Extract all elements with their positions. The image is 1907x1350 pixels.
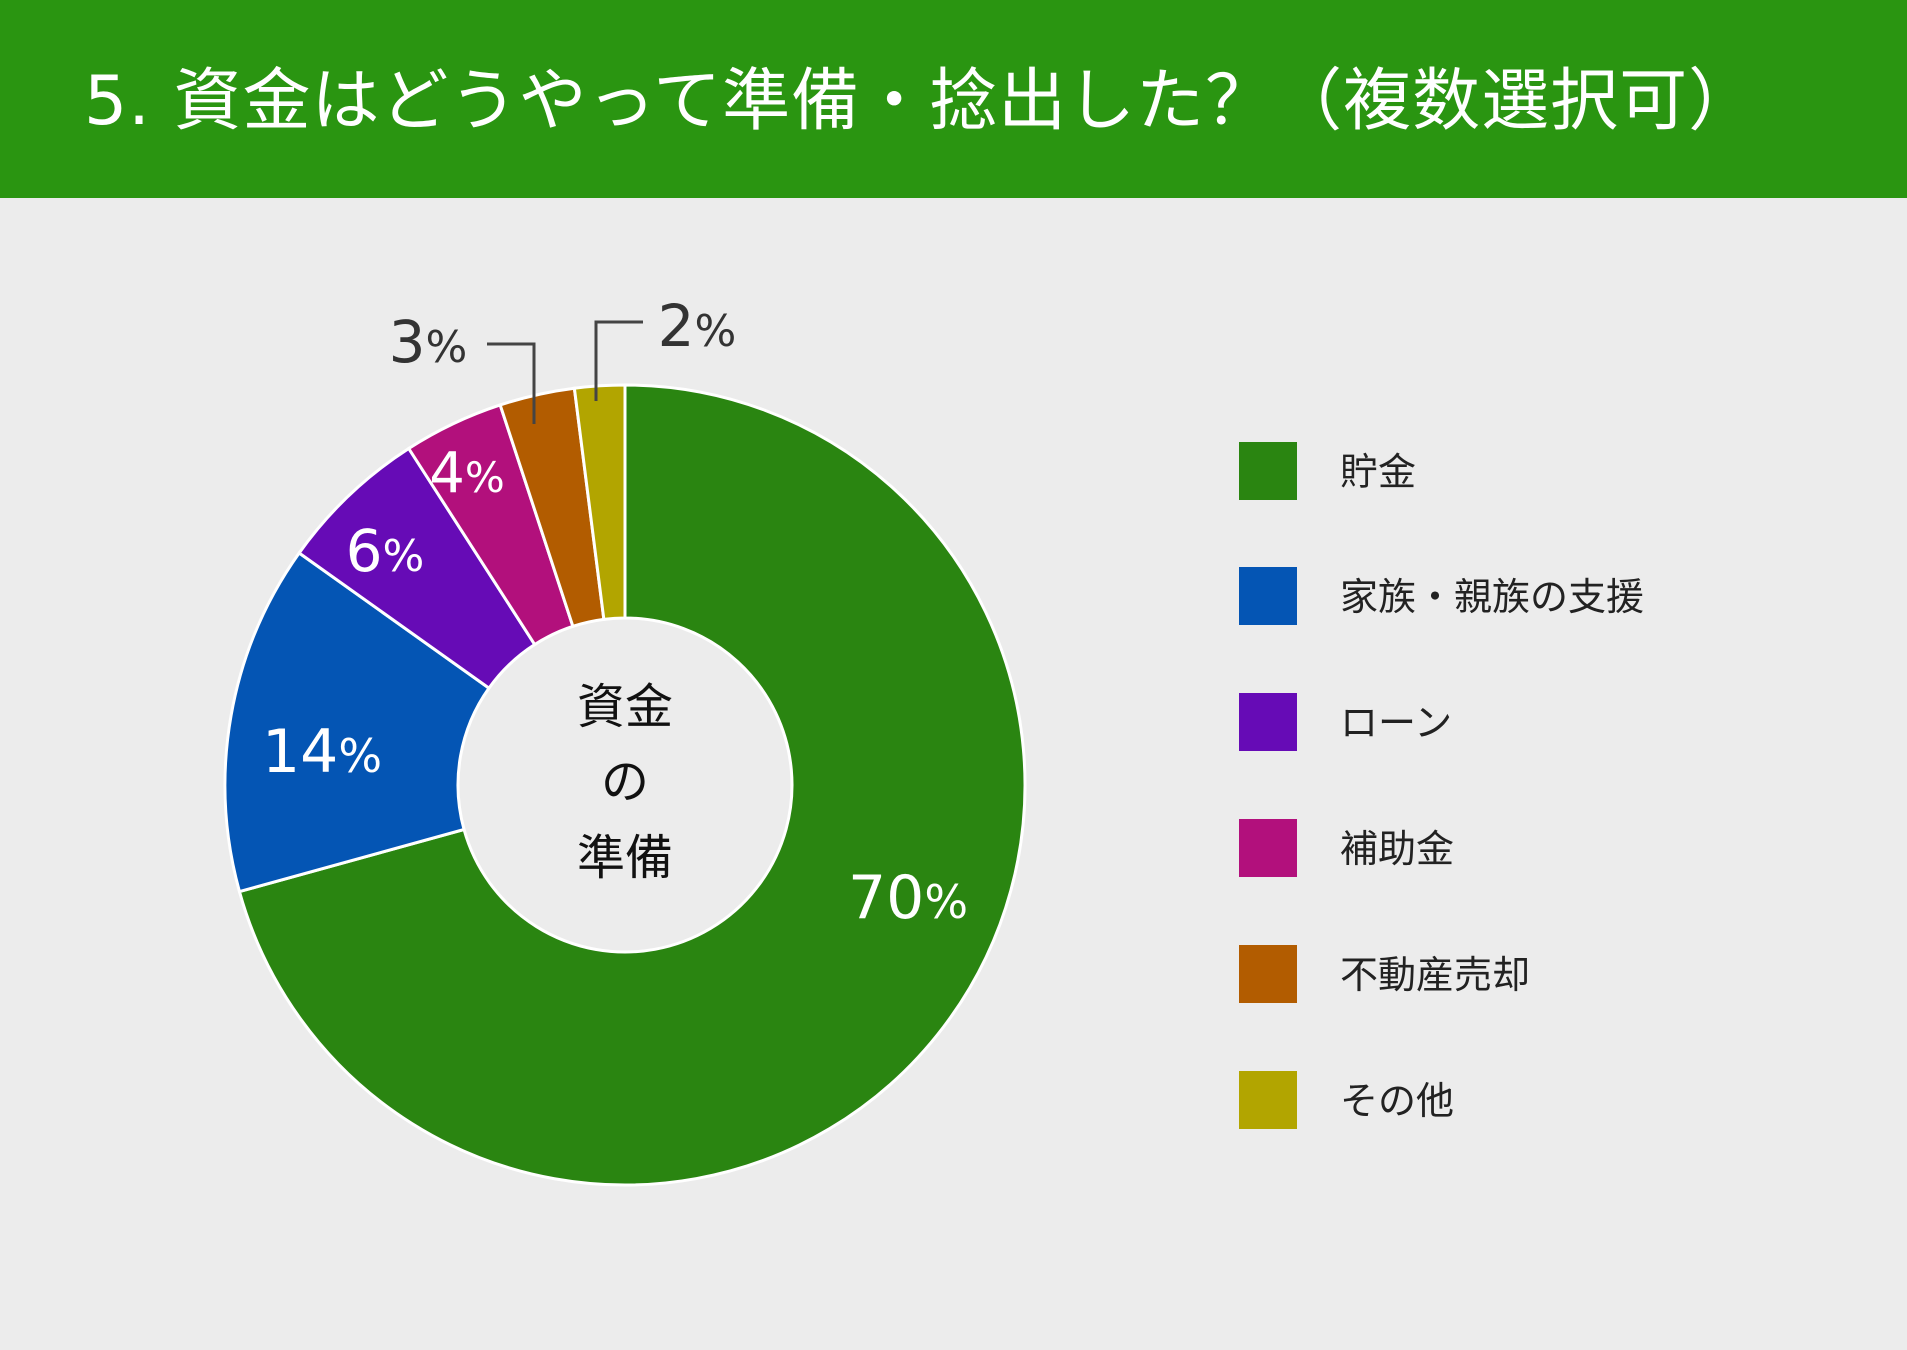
pie-slice bbox=[572, 383, 627, 622]
legend-item: その他 bbox=[1239, 1071, 1839, 1131]
legend-label: 家族・親族の支援 bbox=[1340, 575, 1645, 619]
pie-slice bbox=[223, 550, 492, 894]
center-label: の bbox=[601, 754, 649, 810]
legend-item: 家族・親族の支援 bbox=[1239, 567, 1839, 627]
legend-swatch bbox=[1239, 945, 1297, 1003]
center-label: 資金 bbox=[577, 679, 673, 735]
pie-slice bbox=[237, 383, 1027, 1187]
slice-value-label: 2% bbox=[658, 292, 737, 360]
legend-item: ローン bbox=[1239, 693, 1839, 753]
slice-value-label: 4% bbox=[429, 441, 505, 506]
slice-value-label: 70% bbox=[848, 863, 968, 933]
slice-value-label: 6% bbox=[346, 517, 425, 585]
center-label: 準備 bbox=[577, 830, 673, 886]
legend-swatch bbox=[1239, 567, 1297, 625]
legend-swatch bbox=[1239, 819, 1297, 877]
header-bar: 5. 資金はどうやって準備・捻出した？（複数選択可） bbox=[0, 0, 1907, 198]
legend-item: 貯金 bbox=[1239, 442, 1839, 502]
leader-line bbox=[594, 320, 643, 401]
legend-label: その他 bbox=[1340, 1079, 1455, 1123]
legend-swatch bbox=[1239, 442, 1297, 500]
slice-value-label: 3% bbox=[389, 308, 468, 376]
chart-title: 5. 資金はどうやって準備・捻出した？（複数選択可） bbox=[84, 62, 1758, 141]
legend-item: 補助金 bbox=[1239, 819, 1839, 879]
slice-value-label: 14% bbox=[262, 717, 382, 787]
legend-label: 補助金 bbox=[1340, 827, 1455, 871]
legend-label: 不動産売却 bbox=[1340, 953, 1531, 997]
legend-swatch bbox=[1239, 1071, 1297, 1129]
legend-swatch bbox=[1239, 693, 1297, 751]
legend-label: 貯金 bbox=[1340, 450, 1417, 494]
leader-line bbox=[487, 342, 536, 424]
legend-label: ローン bbox=[1340, 701, 1453, 745]
legend-item: 不動産売却 bbox=[1239, 945, 1839, 1005]
